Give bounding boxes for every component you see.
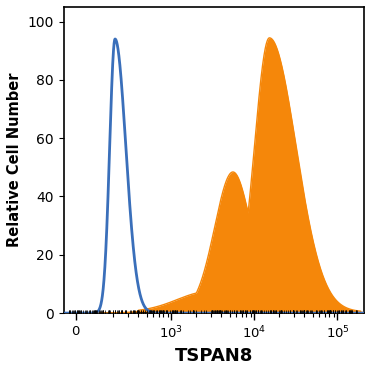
X-axis label: TSPAN8: TSPAN8 (175, 347, 253, 365)
Y-axis label: Relative Cell Number: Relative Cell Number (7, 73, 22, 247)
